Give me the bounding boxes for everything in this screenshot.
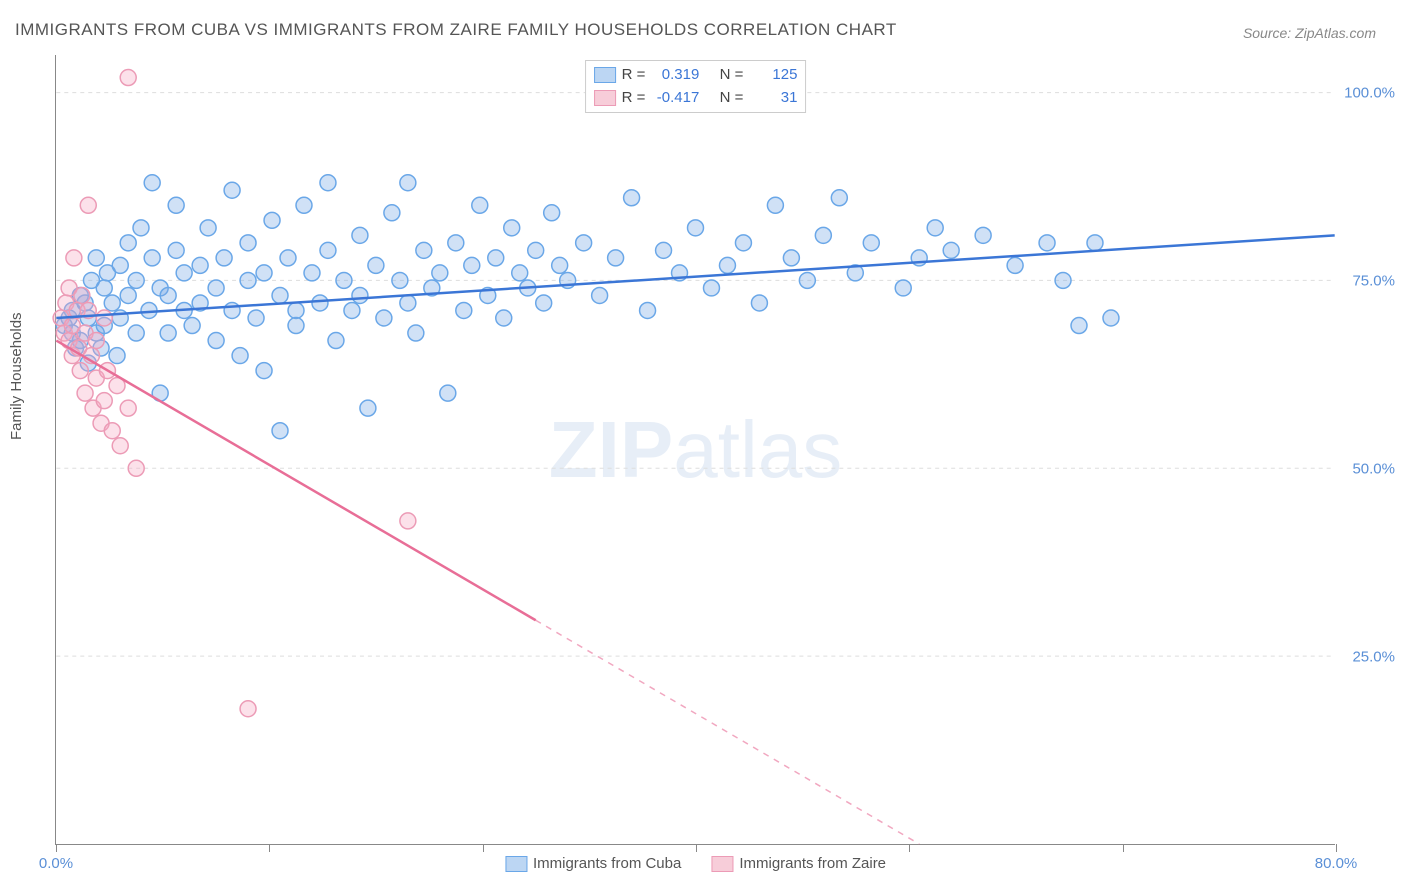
regression-overlay — [56, 55, 1335, 844]
stat-r-label: R = — [622, 64, 646, 87]
series-legend-label: Immigrants from Zaire — [739, 855, 886, 872]
series-legend: Immigrants from Cuba Immigrants from Zair… — [505, 855, 886, 872]
stat-n-label: N = — [720, 64, 744, 87]
stat-r-value: -0.417 — [651, 87, 699, 110]
stat-n-value: 125 — [749, 64, 797, 87]
x-tick — [1336, 844, 1337, 852]
y-tick-label: 50.0% — [1352, 460, 1395, 477]
y-tick-label: 75.0% — [1352, 272, 1395, 289]
legend-swatch — [594, 67, 616, 83]
legend-swatch — [711, 856, 733, 872]
source-label: Source: ZipAtlas.com — [1243, 25, 1376, 41]
series-legend-label: Immigrants from Cuba — [533, 855, 681, 872]
stat-n-value: 31 — [749, 87, 797, 110]
legend-swatch — [505, 856, 527, 872]
x-tick — [483, 844, 484, 852]
x-tick — [1123, 844, 1124, 852]
x-tick — [269, 844, 270, 852]
y-tick-label: 100.0% — [1344, 84, 1395, 101]
x-tick — [696, 844, 697, 852]
stats-legend-row: R =0.319 N =125 — [594, 64, 798, 87]
regression-line-extrapolated — [536, 620, 920, 844]
series-legend-item: Immigrants from Cuba — [505, 855, 681, 872]
regression-line — [56, 341, 535, 621]
regression-line — [56, 235, 1334, 318]
series-legend-item: Immigrants from Zaire — [711, 855, 886, 872]
y-tick-label: 25.0% — [1352, 648, 1395, 665]
legend-swatch — [594, 90, 616, 106]
stat-n-label: N = — [720, 87, 744, 110]
stat-r-label: R = — [622, 87, 646, 110]
stat-r-value: 0.319 — [651, 64, 699, 87]
chart-container: IMMIGRANTS FROM CUBA VS IMMIGRANTS FROM … — [0, 0, 1406, 892]
stats-legend: R =0.319 N =125R =-0.417 N =31 — [585, 60, 807, 113]
y-axis-label: Family Households — [8, 312, 25, 440]
chart-title: IMMIGRANTS FROM CUBA VS IMMIGRANTS FROM … — [15, 20, 897, 40]
stats-legend-row: R =-0.417 N =31 — [594, 87, 798, 110]
plot-area: ZIPatlas R =0.319 N =125R =-0.417 N =31 … — [55, 55, 1335, 845]
x-tick — [56, 844, 57, 852]
x-tick-label: 0.0% — [39, 855, 73, 872]
x-tick-label: 80.0% — [1315, 855, 1358, 872]
x-tick — [909, 844, 910, 852]
